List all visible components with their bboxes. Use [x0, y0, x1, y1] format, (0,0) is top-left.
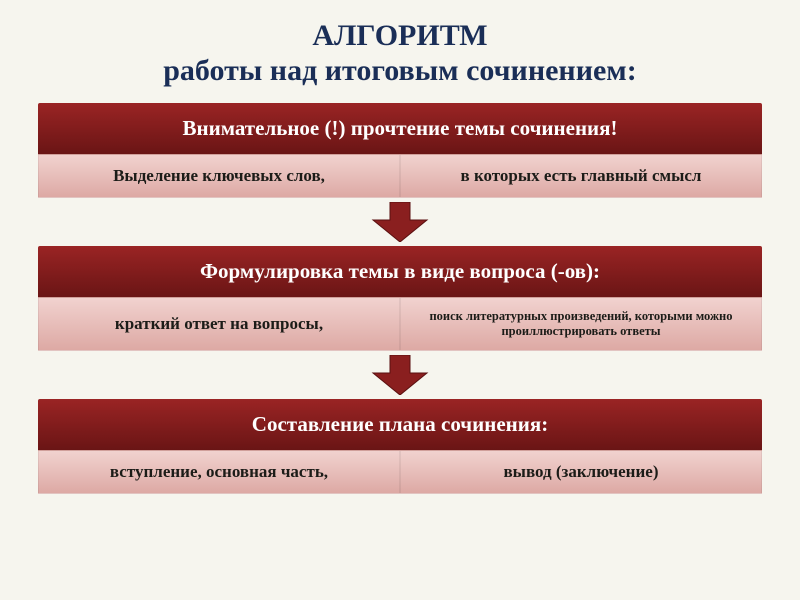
arrow-down-icon: [369, 355, 431, 395]
step-1: Внимательное (!) прочтение темы сочинени…: [38, 103, 762, 198]
step-3-header: Составление плана сочинения:: [38, 399, 762, 450]
step-2-subrow: краткий ответ на вопросы, поиск литерату…: [38, 297, 762, 351]
slide: АЛГОРИТМ работы над итоговым сочинением:…: [0, 0, 800, 600]
step-2: Формулировка темы в виде вопроса (-ов): …: [38, 246, 762, 351]
step-1-right: в которых есть главный смысл: [400, 154, 762, 198]
slide-title: АЛГОРИТМ работы над итоговым сочинением:: [38, 18, 762, 89]
title-line-2: работы над итоговым сочинением:: [38, 53, 762, 88]
arrow-down-icon: [369, 202, 431, 242]
step-3: Составление плана сочинения: вступление,…: [38, 399, 762, 494]
step-2-header: Формулировка темы в виде вопроса (-ов):: [38, 246, 762, 297]
arrow-2: [369, 353, 431, 397]
step-3-right: вывод (заключение): [400, 450, 762, 494]
step-1-left: Выделение ключевых слов,: [38, 154, 400, 198]
step-2-right: поиск литературных произведений, которым…: [400, 297, 762, 351]
step-3-subrow: вступление, основная часть, вывод (заклю…: [38, 450, 762, 494]
flow-container: Внимательное (!) прочтение темы сочинени…: [38, 103, 762, 494]
step-2-left: краткий ответ на вопросы,: [38, 297, 400, 351]
step-3-left: вступление, основная часть,: [38, 450, 400, 494]
step-1-subrow: Выделение ключевых слов, в которых есть …: [38, 154, 762, 198]
step-1-header: Внимательное (!) прочтение темы сочинени…: [38, 103, 762, 154]
arrow-1: [369, 200, 431, 244]
title-line-1: АЛГОРИТМ: [38, 18, 762, 53]
